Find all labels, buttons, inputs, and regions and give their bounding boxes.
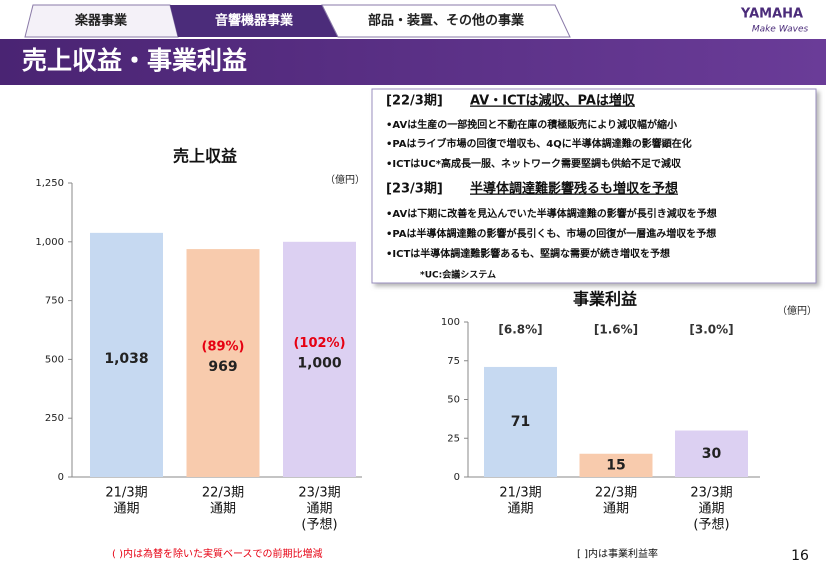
y-tick-label: 100: [441, 317, 460, 328]
bar: [675, 430, 748, 477]
notes-bullet: •PAは半導体調達難の影響が長引くも、市場の回復が一層進み増収を予想: [386, 227, 716, 240]
notes-box: [371, 88, 817, 284]
annotation: [3.0%]: [689, 323, 733, 337]
x-tick-label: 通期: [306, 502, 332, 517]
tab-label[interactable]: 部品・装置、その他の事業: [368, 13, 525, 29]
y-tick-label: 1,000: [35, 237, 64, 248]
tab-active[interactable]: [170, 5, 338, 37]
bar: [579, 453, 653, 477]
tab-label[interactable]: 楽器事業: [74, 13, 128, 29]
page-title: 売上収益・事業利益: [22, 46, 247, 75]
x-tick-label: 23/3期: [298, 486, 340, 501]
notes-bullet: •PAはライブ市場の回復で増収も、4Qに半導体調達難の影響顕在化: [386, 137, 692, 150]
y-tick-label: 250: [45, 413, 64, 424]
unit-label: （億円）: [777, 304, 817, 317]
y-tick-label: 1,250: [35, 178, 64, 189]
title-bar: [0, 39, 826, 85]
bar: [186, 249, 260, 477]
notes-bullet: •AVは下期に改善を見込んでいた半導体調達難の影響が長引き減収を予想: [386, 207, 717, 220]
value-label: 969: [208, 359, 237, 375]
notes-heading: 半導体調達難影響残るも増収を予想: [470, 181, 678, 197]
value-label: 30: [702, 446, 722, 462]
notes-bullet: •AVは生産の一部挽回と不動在庫の積極販売により減収幅が縮小: [386, 118, 677, 131]
value-label: 15: [606, 457, 625, 473]
chart-title: 売上収益: [173, 147, 237, 166]
y-tick-label: 0: [454, 472, 460, 483]
tab[interactable]: [321, 4, 571, 38]
x-tick-label: 通期: [113, 502, 139, 517]
notes-bullet: •ICTはUC*高成長一服、ネットワーク需要堅調も供給不足で減収: [386, 157, 682, 170]
chart-title: 事業利益: [573, 290, 637, 309]
y-tick-label: 50: [447, 395, 460, 406]
notes-heading: AV・ICTは減収、PAは増収: [470, 93, 636, 109]
y-tick-label: 750: [45, 296, 64, 307]
y-tick-label: 75: [447, 356, 460, 367]
unit-label: （億円）: [325, 173, 365, 186]
x-tick-label: 22/3期: [202, 486, 244, 501]
x-tick-label: 21/3期: [499, 486, 541, 501]
bar: [90, 232, 163, 477]
tab-label[interactable]: 音響機器事業: [215, 13, 294, 29]
x-tick-label: 通期: [210, 502, 236, 517]
x-tick-label: 通期: [698, 502, 724, 517]
x-tick-label: 22/3期: [595, 486, 637, 501]
x-tick-label: (予想): [693, 517, 729, 533]
notes-bullet: •ICTは半導体調達難影響あるも、堅調な需要が続き増収を予想: [386, 247, 670, 260]
notes-footnote: *UC:会議システム: [420, 269, 496, 281]
x-tick-label: 21/3期: [105, 486, 147, 501]
footer-note: [ ]内は事業利益率: [577, 547, 658, 560]
y-tick-label: 25: [447, 433, 460, 444]
annotation: [6.8%]: [498, 323, 542, 337]
x-tick-label: 通期: [507, 502, 533, 517]
notes-period: [22/3期]: [386, 94, 443, 109]
annotation: (102%): [293, 336, 345, 351]
value-label: 71: [511, 414, 530, 430]
bar: [283, 241, 356, 477]
logo: YAMAHA: [740, 7, 803, 22]
bar: [484, 366, 557, 477]
y-tick-label: 500: [45, 354, 64, 365]
value-label: 1,000: [297, 355, 342, 371]
annotation: (89%): [202, 340, 245, 355]
value-label: 1,038: [104, 351, 148, 367]
x-tick-label: 通期: [603, 502, 629, 517]
footer-note: ( )内は為替を除いた実質ベースでの前期比増減: [112, 547, 322, 560]
y-tick-label: 0: [58, 472, 64, 483]
annotation: [1.6%]: [594, 323, 638, 337]
x-tick-label: 23/3期: [690, 486, 732, 501]
notes-period: [23/3期]: [386, 182, 443, 197]
logo-tagline: Make Waves: [752, 25, 809, 35]
x-tick-label: (予想): [301, 517, 337, 533]
page-number: 16: [791, 548, 809, 564]
